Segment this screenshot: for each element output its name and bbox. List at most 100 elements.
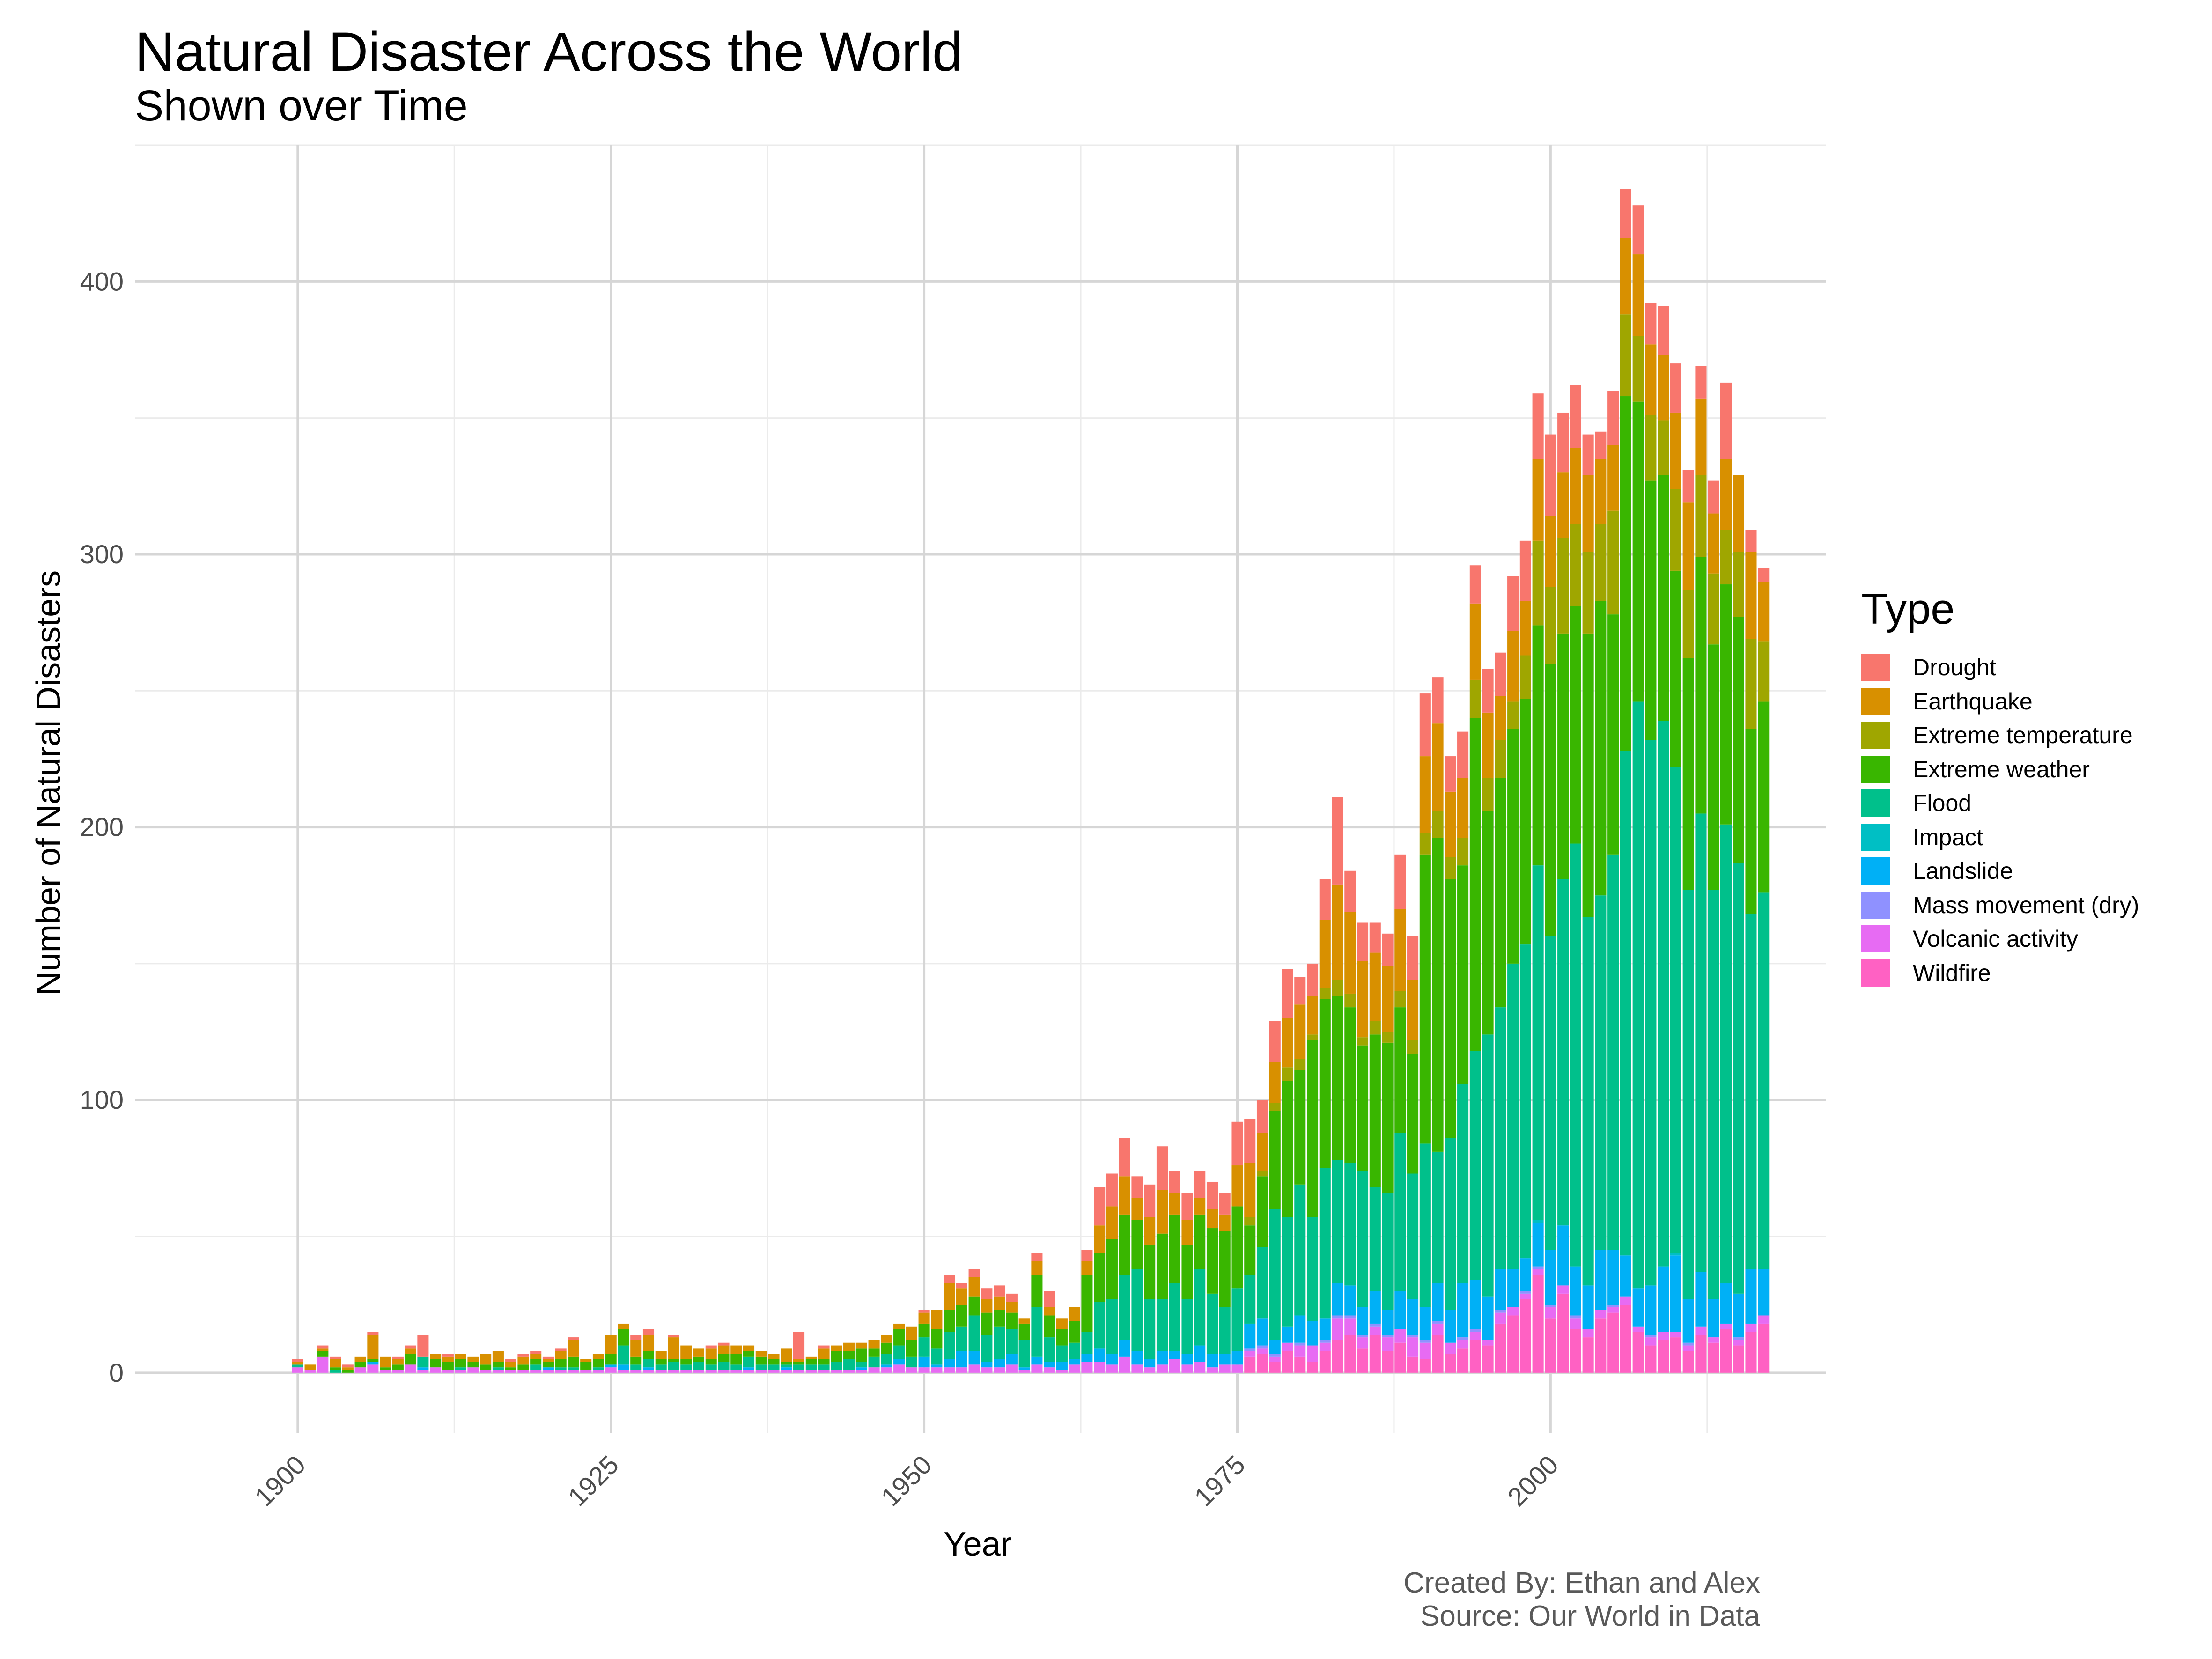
bar-segment-wildfire-1989	[1407, 1356, 1419, 1373]
bar-segment-flood-1980	[1294, 1184, 1306, 1316]
bar-segment-volcanic-activity-1923	[580, 1370, 592, 1373]
bar-segment-landslide-1980	[1294, 1315, 1306, 1343]
bar-segment-drought-1980	[1294, 977, 1306, 1005]
bar-segment-earthquake-1982	[1319, 920, 1331, 988]
bar-segment-earthquake-1921	[555, 1351, 567, 1359]
bar-segment-extreme-weather-1958	[1018, 1323, 1030, 1340]
bar-segment-earthquake-1961	[1056, 1318, 1068, 1329]
bar-segment-landslide-1953	[956, 1351, 967, 1368]
bar-segment-extreme-weather-1931	[680, 1359, 692, 1365]
bar-segment-flood-1941	[805, 1364, 817, 1370]
bar-segment-extreme-weather-1933	[705, 1359, 717, 1365]
bar-segment-wildfire-1999	[1532, 1275, 1544, 1373]
bar-segment-extreme-weather-1960	[1044, 1315, 1055, 1338]
bar-segment-mass-movement-dry--1980	[1294, 1342, 1306, 1346]
bar-segment-volcanic-activity-1979	[1282, 1342, 1293, 1351]
bar-segment-landslide-2011	[1682, 1299, 1694, 1343]
bar-segment-landslide-1977	[1256, 1318, 1268, 1346]
legend-label: Extreme weather	[1913, 756, 2090, 782]
bar-segment-earthquake-1992	[1445, 791, 1456, 857]
bar-segment-flood-1957	[1006, 1329, 1018, 1354]
bar-segment-volcanic-activity-1917	[505, 1370, 516, 1373]
x-tick-label: 2000	[1502, 1450, 1564, 1512]
bar-segment-extreme-temperature-2016	[1745, 639, 1757, 729]
bar-segment-volcanic-activity-1935	[730, 1370, 742, 1373]
bar-segment-extreme-weather-1921	[555, 1359, 567, 1368]
bar-segment-volcanic-activity-1929	[655, 1370, 667, 1373]
bar-segment-landslide-1959	[1031, 1356, 1043, 1365]
y-tick-label: 200	[80, 812, 124, 842]
bar-segment-drought-2009	[1658, 306, 1669, 355]
bar-segment-flood-1960	[1044, 1337, 1055, 1362]
bar-segment-earthquake-1913	[455, 1354, 466, 1359]
bar-segment-flood-1971	[1181, 1299, 1193, 1354]
bar-segment-earthquake-1952	[944, 1283, 955, 1310]
bar-segment-extreme-temperature-2000	[1545, 587, 1556, 664]
bar-segment-drought-1900	[292, 1359, 303, 1362]
bar-segment-landslide-2001	[1557, 1225, 1569, 1286]
bar-segment-earthquake-2007	[1632, 254, 1644, 336]
bar-segment-landslide-1966	[1119, 1340, 1130, 1357]
bar-segment-extreme-weather-1913	[455, 1359, 466, 1368]
bar-segment-flood-1976	[1244, 1275, 1256, 1324]
bar-segment-volcanic-activity-1944	[843, 1370, 855, 1373]
bar-segment-earthquake-2009	[1658, 355, 1669, 421]
bar-segment-extreme-weather-1970	[1169, 1214, 1180, 1283]
bar-segment-drought-1995	[1482, 669, 1494, 713]
bar-segment-volcanic-activity-1989	[1407, 1337, 1419, 1357]
bar-segment-earthquake-1976	[1244, 1163, 1256, 1217]
bar-segment-volcanic-activity-1986	[1369, 1326, 1381, 1335]
bar-segment-extreme-weather-1977	[1256, 1176, 1268, 1247]
bar-segment-volcanic-activity-1942	[818, 1370, 830, 1373]
bar-segment-drought-1912	[442, 1354, 454, 1357]
bar-segment-volcanic-activity-1966	[1119, 1356, 1130, 1373]
bar-segment-volcanic-activity-2005	[1607, 1307, 1619, 1313]
bar-segment-flood-1951	[931, 1348, 943, 1365]
bar-segment-extreme-temperature-2013	[1708, 573, 1719, 645]
bar-segment-drought-1986	[1369, 922, 1381, 953]
bar-segment-earthquake-1935	[730, 1345, 742, 1354]
bar-segment-extreme-temperature-2003	[1582, 552, 1594, 634]
bar-segment-volcanic-activity-1998	[1519, 1293, 1531, 1299]
y-axis-title: Number of Natural Disasters	[30, 570, 67, 995]
bar-segment-extreme-weather-2008	[1645, 480, 1657, 740]
bar-segment-drought-1964	[1094, 1187, 1106, 1226]
bar-segment-impact-1999	[1532, 1220, 1544, 1223]
bar-segment-flood-1956	[994, 1326, 1005, 1359]
bar-segment-extreme-weather-1999	[1532, 625, 1544, 866]
bar-segment-volcanic-activity-1994	[1469, 1332, 1481, 1340]
bar-segment-landslide-1906	[367, 1362, 379, 1365]
bar-segment-earthquake-1950	[918, 1312, 930, 1324]
legend-label: Wildfire	[1913, 959, 1991, 986]
legend-item-landslide: Landslide	[1861, 854, 2139, 888]
bar-segment-wildfire-2006	[1620, 1305, 1631, 1373]
legend-label: Mass movement (dry)	[1913, 892, 2139, 918]
bar-segment-landslide-2014	[1720, 1283, 1732, 1324]
bar-segment-volcanic-activity-1914	[467, 1367, 479, 1373]
bar-segment-volcanic-activity-1968	[1144, 1367, 1156, 1373]
bar-segment-extreme-temperature-1982	[1319, 988, 1331, 999]
bar-segment-earthquake-2005	[1607, 445, 1619, 511]
legend-label: Landslide	[1913, 858, 2013, 885]
bar-segment-flood-2013	[1708, 890, 1719, 1299]
bar-segment-flood-1994	[1469, 1051, 1481, 1280]
caption-source: Source: Our World in Data	[1420, 1600, 1760, 1633]
bar-segment-landslide-1967	[1131, 1351, 1143, 1365]
bar-segment-flood-2001	[1557, 879, 1569, 1226]
bar-segment-mass-movement-dry--1996	[1495, 1310, 1506, 1313]
bar-segment-drought-1981	[1306, 963, 1319, 996]
bar-segment-volcanic-activity-1949	[906, 1367, 917, 1373]
bar-segment-landslide-2003	[1582, 1285, 1594, 1329]
bar-segment-extreme-weather-1940	[793, 1362, 805, 1365]
bar-segment-drought-1960	[1044, 1291, 1055, 1307]
bar-segment-flood-2011	[1682, 890, 1694, 1299]
bar-segment-earthquake-1953	[956, 1288, 967, 1305]
bar-segment-extreme-weather-1947	[881, 1342, 892, 1354]
bar-segment-wildfire-1983	[1332, 1340, 1343, 1373]
bar-segment-flood-1999	[1532, 865, 1544, 1220]
bar-segment-landslide-1947	[881, 1364, 892, 1368]
bar-segment-earthquake-1906	[367, 1335, 379, 1359]
bar-segment-extreme-temperature-2012	[1695, 475, 1707, 557]
bar-segment-extreme-weather-1949	[906, 1340, 917, 1357]
bar-segment-landslide-1974	[1219, 1354, 1231, 1365]
